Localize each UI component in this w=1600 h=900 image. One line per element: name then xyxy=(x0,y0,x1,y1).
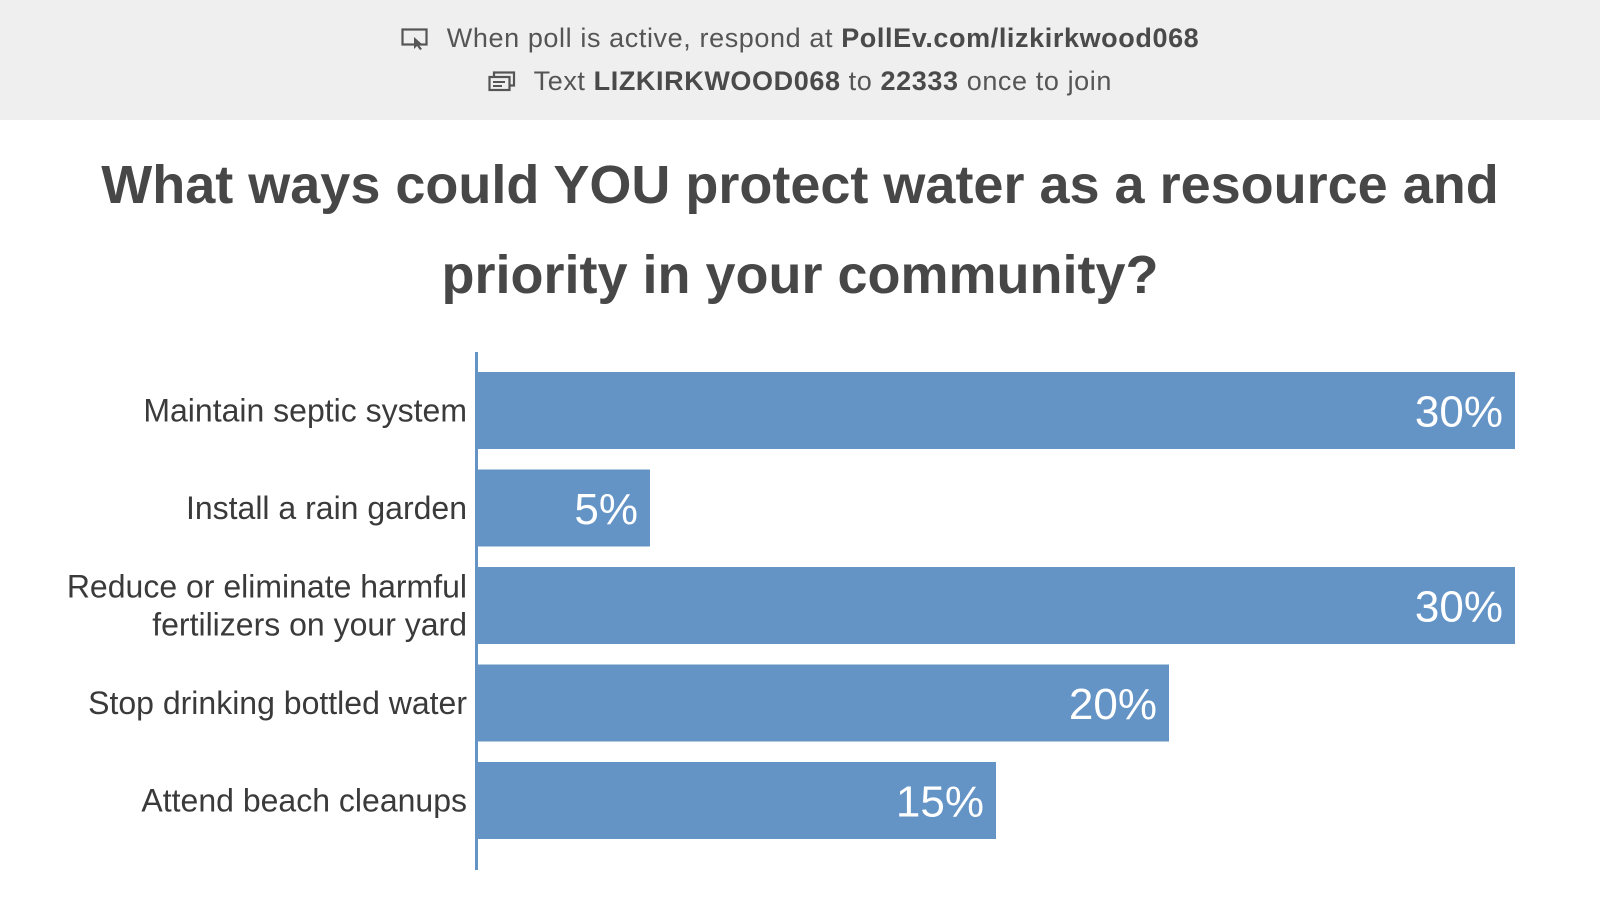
screen-pointer-icon xyxy=(401,28,428,50)
message-icon xyxy=(488,71,516,92)
category-label-4: Stop drinking bottled water xyxy=(88,685,467,721)
value-label-4: 20% xyxy=(1069,680,1157,729)
bar-1 xyxy=(477,372,1515,449)
poll-results-bar-chart: 30% Maintain septic system 5% Install a rai… xyxy=(67,352,1515,870)
join-instructions-banner: When poll is active, respond at PollEv.c… xyxy=(0,0,1600,120)
text-join-line: Text LIZKIRKWOOD068 to 22333 once to joi… xyxy=(0,64,1600,98)
category-label-1: Maintain septic system xyxy=(143,393,467,429)
join-suffix: once to join xyxy=(966,66,1113,96)
join-code: LIZKIRKWOOD068 xyxy=(593,66,841,96)
poll-question-title: What ways could YOU protect water as a r… xyxy=(101,155,1499,305)
sms-number: 22333 xyxy=(880,66,959,96)
category-label-2: Install a rain garden xyxy=(186,490,467,526)
category-label-3-line-1: Reduce or eliminate harmful xyxy=(67,569,467,605)
bar-5 xyxy=(477,762,996,839)
respond-url-line: When poll is active, respond at PollEv.c… xyxy=(0,21,1600,55)
text-word: Text xyxy=(533,66,586,96)
poll-url-link[interactable]: PollEv.com/lizkirkwood068 xyxy=(841,23,1200,53)
respond-prefix: When poll is active, respond at xyxy=(446,23,834,53)
bar-3 xyxy=(477,567,1515,644)
bar-4 xyxy=(477,664,1169,742)
value-label-5: 15% xyxy=(896,778,984,827)
bar-2 xyxy=(477,469,650,547)
to-word: to xyxy=(848,66,873,96)
category-label-3-line-2: fertilizers on your yard xyxy=(152,607,467,643)
category-label-5: Attend beach cleanups xyxy=(141,783,467,819)
value-label-2: 5% xyxy=(574,485,638,534)
value-label-1: 30% xyxy=(1415,388,1503,437)
value-label-3: 30% xyxy=(1415,583,1503,632)
